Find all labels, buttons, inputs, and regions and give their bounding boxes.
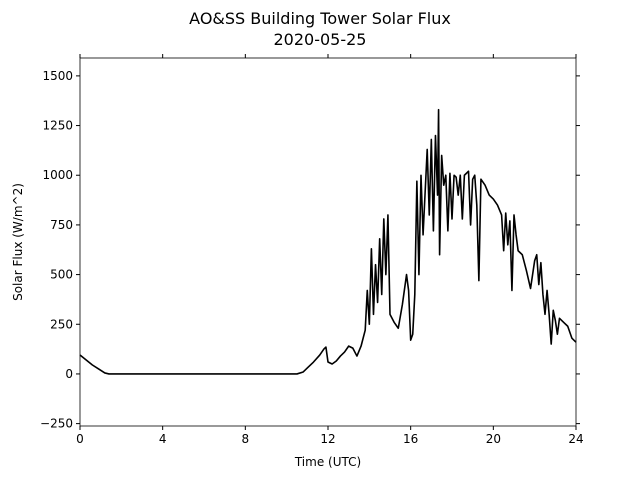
x-tick-label: 8	[242, 432, 250, 446]
y-tick-label: 0	[65, 367, 73, 381]
x-tick-label: 24	[568, 432, 583, 446]
flux-line	[79, 108, 577, 375]
y-tick-label: 1250	[42, 119, 73, 133]
x-tick-label: 20	[486, 432, 501, 446]
y-tick-label: 250	[50, 317, 73, 331]
y-axis-label: Solar Flux (W/m^2)	[11, 183, 25, 301]
x-axis-label: Time (UTC)	[294, 455, 361, 469]
x-tick-label: 4	[159, 432, 167, 446]
y-tick-label: −250	[40, 417, 73, 431]
chart-subtitle: 2020-05-25	[274, 30, 367, 49]
x-tick-label: 12	[320, 432, 335, 446]
x-tick-label: 0	[76, 432, 84, 446]
x-tick-label: 16	[403, 432, 418, 446]
plot-frame	[79, 57, 577, 427]
y-tick-label: 1500	[42, 69, 73, 83]
y-tick-label: 1000	[42, 168, 73, 182]
y-tick-label: 750	[50, 218, 73, 232]
chart-title: AO&SS Building Tower Solar Flux	[189, 9, 451, 28]
y-tick-label: 500	[50, 268, 73, 282]
